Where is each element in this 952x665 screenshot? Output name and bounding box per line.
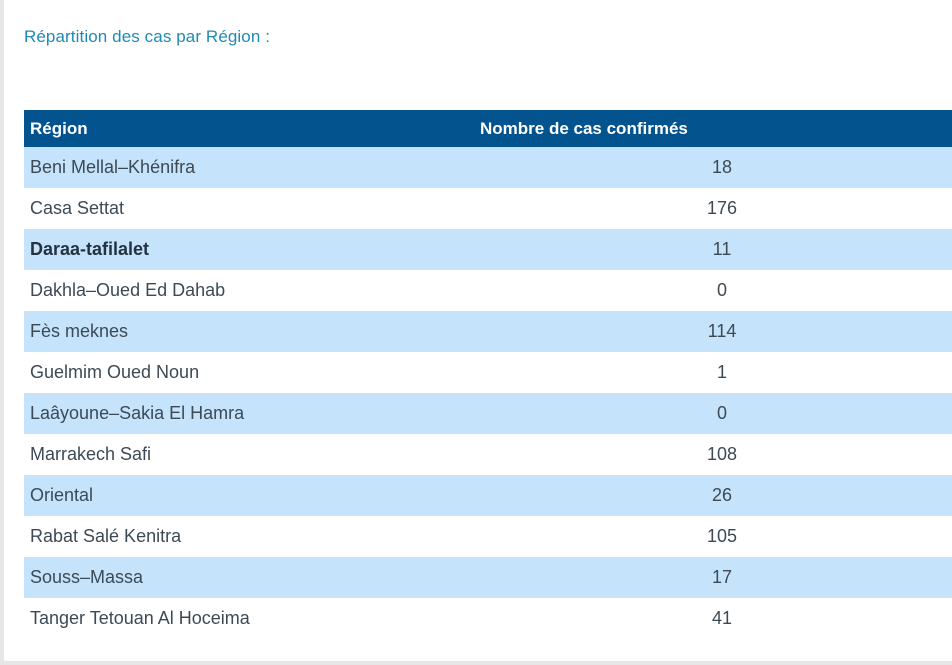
region-cell: Tanger Tetouan Al Hoceima [30,608,250,628]
region-cell: Marrakech Safi [30,444,152,464]
table-row: Daraa-tafilalet 11 [24,229,952,270]
page-bottom-border [0,661,952,665]
count-cell: 108 [480,434,952,475]
cases-by-region-table: Région Nombre de cas confirmés Beni Mell… [24,110,952,639]
count-value: 41 [711,608,733,628]
count-value: 114 [707,321,737,341]
region-cell: Dakhla–Oued Ed Dahab [30,280,226,300]
count-cell: 26 [480,475,952,516]
table-row: Tanger Tetouan Al Hoceima 41 [24,598,952,639]
count-value: 18 [711,157,733,177]
region-cell: Beni Mellal–Khénifra [30,157,196,177]
count-cell: 41 [480,598,952,639]
count-value: 176 [706,198,738,218]
count-value: 0 [716,403,727,423]
count-value: 108 [706,444,738,464]
header-region: Région [30,118,88,138]
count-cell: 18 [480,147,952,188]
region-cell: Rabat Salé Kenitra [30,526,182,546]
count-cell: 105 [480,516,952,557]
table-row: Rabat Salé Kenitra 105 [24,516,952,557]
count-value: 11 [712,239,732,259]
page-left-border [0,0,4,665]
count-cell: 17 [480,557,952,598]
count-value: 0 [716,280,727,300]
count-cell: 176 [480,188,952,229]
region-cell: Souss–Massa [30,567,144,587]
table-row: Casa Settat 176 [24,188,952,229]
count-cell: 114 [480,311,952,352]
region-cell: Fès meknes [30,321,129,341]
count-cell: 11 [480,229,952,270]
region-cell: Laâyoune–Sakia El Hamra [30,403,245,423]
section-title: Répartition des cas par Région : [24,27,271,46]
table-row: Beni Mellal–Khénifra 18 [24,147,952,188]
table-row: Oriental 26 [24,475,952,516]
table-row: Marrakech Safi 108 [24,434,952,475]
count-cell: 1 [480,352,952,393]
count-cell: 0 [480,270,952,311]
count-cell: 0 [480,393,952,434]
region-cell: Casa Settat [30,198,125,218]
count-value: 1 [716,362,727,382]
region-cell: Oriental [30,485,94,505]
count-value: 26 [711,485,733,505]
table-row: Fès meknes 114 [24,311,952,352]
region-cell: Guelmim Oued Noun [30,362,200,382]
table-header-row: Région Nombre de cas confirmés [24,110,952,147]
header-confirmed-cases: Nombre de cas confirmés [480,118,688,138]
count-value: 105 [706,526,738,546]
region-cell: Daraa-tafilalet [30,239,150,259]
table-row: Souss–Massa 17 [24,557,952,598]
table-row: Laâyoune–Sakia El Hamra 0 [24,393,952,434]
table-row: Guelmim Oued Noun 1 [24,352,952,393]
table-row: Dakhla–Oued Ed Dahab 0 [24,270,952,311]
count-value: 17 [711,567,733,587]
